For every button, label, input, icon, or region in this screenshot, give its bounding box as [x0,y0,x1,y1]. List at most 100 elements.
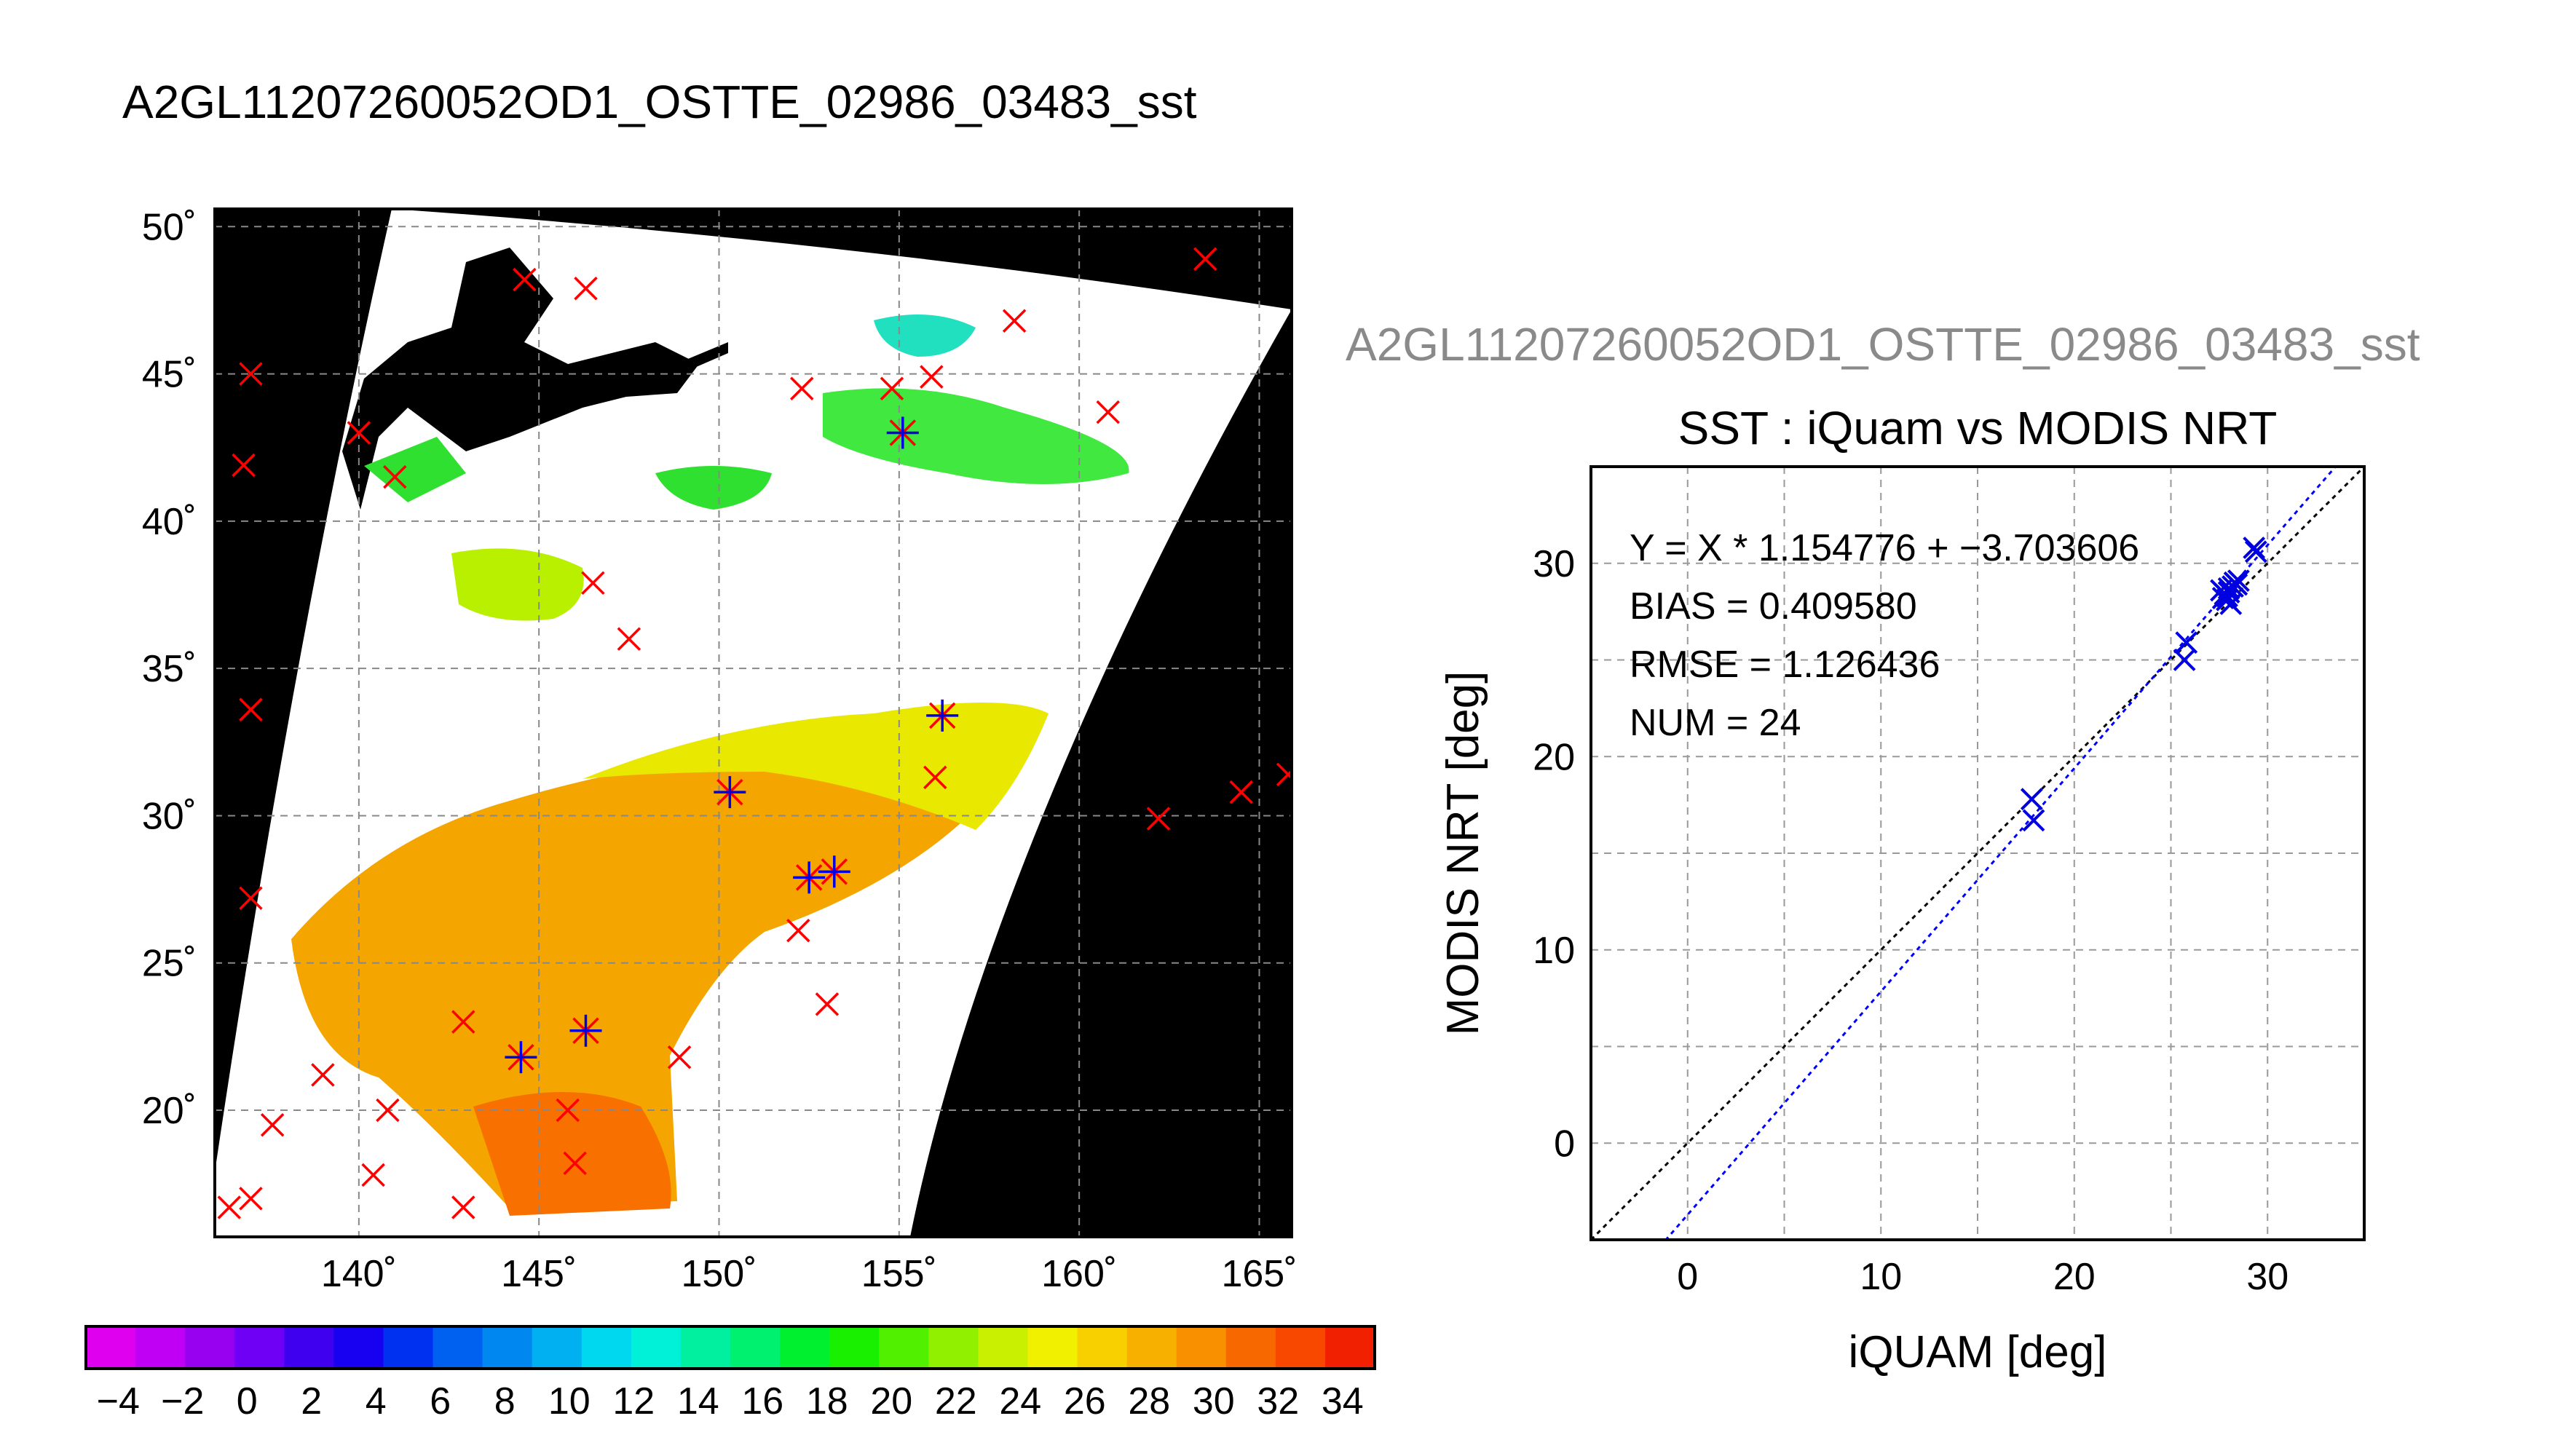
map-marker-red [451,1010,475,1034]
scatter-point-stroke-b [2020,788,2043,811]
map-marker-red [260,1113,285,1137]
map-marker-red [786,918,810,943]
colorbar-cell [1027,1326,1078,1369]
scatter-point [2022,809,2045,832]
map-marker-red [563,1151,587,1176]
map-marker-red-stroke-b [556,1098,580,1123]
colorbar-label: 32 [1257,1380,1299,1423]
map-marker-red [232,453,256,478]
map-marker-matched [793,861,826,894]
x-tick-label: 0 [1677,1256,1698,1298]
colorbar-frame [84,1325,1376,1370]
map-marker-matched [505,1041,537,1074]
land-mass [342,248,699,510]
map-marker-red-stroke-b [217,1195,242,1219]
map-marker-red [361,1163,385,1187]
map-marker-red-stroke-b [617,627,641,651]
colorbar-cell [333,1326,384,1369]
colorbar-label: 28 [1128,1380,1170,1423]
map-marker-red-stroke-b [232,453,256,478]
scatter-title: SST : iQuam vs MODIS NRT [1678,402,2278,454]
map-marker-matched [926,699,959,732]
map-marker-red-stroke-b [451,1195,475,1219]
x-axis-label: iQUAM [deg] [1849,1327,2107,1377]
map-marker-red [1096,400,1120,424]
lat-tick-label: 45˚ [142,354,197,396]
map-markers [217,247,1292,1219]
map-marker-red [217,1195,242,1219]
colorbar-label: 20 [870,1380,912,1423]
scatter-point [2244,540,2267,563]
map-marker-red-stroke-b [239,886,263,910]
colorbar-labels: −4 −2 0 2 4 6 8 10 12 14 16 18 20 22 24 26 28 30 32 34 [97,1380,1364,1423]
scatter-point-stroke-b [2216,585,2238,608]
colorbar-cell [135,1326,186,1369]
colorbar-cell [383,1326,434,1369]
colorbar-cell [433,1326,483,1369]
map-marker-red-stroke-b [513,267,537,292]
colorbar-label: 16 [741,1380,783,1423]
map-marker-matched [818,855,850,888]
map-marker-matched [714,776,746,809]
x-tick-label: 30 [2246,1256,2289,1298]
x-tick-label: 10 [1860,1256,1902,1298]
colorbar-label: 12 [612,1380,655,1423]
map-marker-red-stroke-b [347,421,371,445]
map-marker-red-stroke-b [790,376,814,401]
colorbar-label: 14 [677,1380,719,1423]
colorbar-cell [1126,1326,1177,1369]
map-marker-red-stroke-b [1276,769,1292,787]
colorbar-cell [1176,1326,1227,1369]
scatter-point-stroke-b [2227,569,2250,593]
scatter-point [2216,585,2238,608]
map-marker-red-stroke-b [1146,807,1171,831]
map-marker-red-stroke-b [1096,400,1120,424]
map-grid [215,209,1292,1237]
sst-green-patches [364,437,772,510]
map-marker-red [581,571,605,596]
map-marker-red-stroke-b [880,376,904,401]
scatter-points [2020,537,2267,832]
map-marker-red [1276,762,1292,787]
scatter-point-stroke-b [2244,540,2267,563]
y-tick-label: 30 [1533,543,1575,585]
map-marker-red [347,421,371,445]
lon-tick-label: 160˚ [1041,1253,1117,1295]
map-marker-red [1193,247,1217,272]
colorbar-label: 0 [237,1380,258,1423]
colorbar-cell [780,1326,830,1369]
map-marker-red [239,697,263,722]
sst-map: 50˚ 45˚ 40˚ 35˚ 30˚ 25˚ 20˚ 140˚ 145˚ 150˚ 155˚ 160… [142,206,1298,1295]
map-marker-red [376,1098,400,1123]
lon-tick-label: 165˚ [1221,1253,1297,1295]
figure-title: A2GL11207260052OD1_OSTTE_02986_03483_sst [122,76,1197,128]
map-marker-matched [569,1014,602,1047]
lat-tick-label: 20˚ [142,1090,197,1132]
stats-bias: BIAS = 0.409580 [1630,585,1917,628]
map-marker-red [451,1195,475,1219]
colorbar-label: −4 [97,1380,140,1423]
map-marker-red [239,362,263,386]
x-tick-label: 20 [2053,1256,2096,1298]
map-marker-red-stroke-b [451,1010,475,1034]
stats-fit-equation: Y = X * 1.154776 + −3.703606 [1630,527,2139,569]
stats-rmse: RMSE = 1.126436 [1630,644,1940,686]
scatter-grid [1591,467,2364,1240]
map-marker-red-stroke-b [920,365,944,389]
colorbar-label: −2 [161,1380,204,1423]
colorbar: −4 −2 0 2 4 6 8 10 12 14 16 18 20 22 24 26 28 30 32 34 [84,1325,1376,1423]
map-marker-red [1146,807,1171,831]
stats-num: NUM = 24 [1630,702,1801,744]
map-marker-red-stroke-b [239,697,263,722]
map-marker-red-stroke-b [667,1045,692,1069]
map-marker-red-stroke-b [239,362,263,386]
colorbar-cell [532,1326,583,1369]
map-frame [213,207,1293,1238]
colorbar-label: 24 [999,1380,1041,1423]
map-marker-red [667,1045,692,1069]
stats-box: Y = X * 1.154776 + −3.703606 BIAS = 0.40… [1630,527,2139,744]
scatter-point [2227,569,2250,593]
map-marker-red [923,765,947,790]
colorbar-label: 22 [935,1380,977,1423]
